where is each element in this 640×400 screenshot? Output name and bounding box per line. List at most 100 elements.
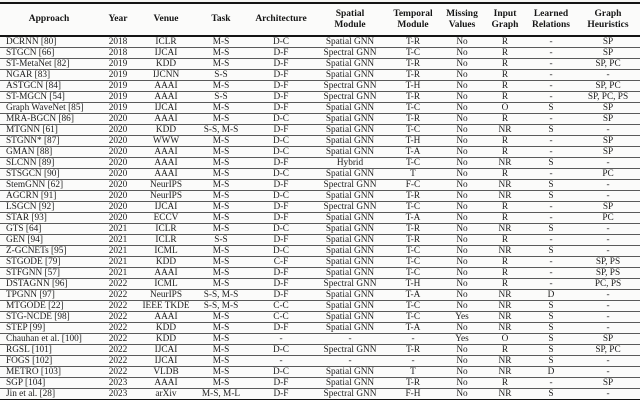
table-cell: IJCAI (138, 47, 194, 59)
table-cell: M-S (194, 278, 248, 290)
table-cell: D-F (248, 234, 314, 246)
table-cell: SP (576, 102, 640, 114)
table-cell: S (526, 190, 576, 202)
table-cell: T-R (386, 377, 440, 389)
approach-cell: STGODE [79] (0, 256, 98, 268)
approach-cell: GEN [94] (0, 234, 98, 246)
table-cell: Spatial GNN (314, 212, 386, 224)
table-cell: T-C (386, 102, 440, 114)
table-cell: SP (576, 201, 640, 213)
approach-cell: MTGNN [61] (0, 124, 98, 136)
table-cell: - (526, 234, 576, 246)
table-cell: AAAI (138, 267, 194, 279)
table-row: STAR [93] 2020 ECCV M-S D-F Spatial GNN T-A No R… (0, 212, 640, 224)
table-cell: 2022 (98, 355, 138, 367)
table-cell: PC (576, 212, 640, 224)
approach-cell: STSGCN [90] (0, 168, 98, 180)
table-cell: 2020 (98, 113, 138, 125)
table-cell: No (456, 37, 468, 47)
table-cell: D-F (248, 102, 314, 114)
table-cell: 2020 (98, 190, 138, 202)
table-cell: Spatial GNN (314, 256, 386, 268)
table-cell: D-F (248, 289, 314, 301)
table-cell: 2020 (98, 168, 138, 180)
table-cell: T-R (386, 91, 440, 103)
table-cell: M-S (194, 212, 248, 224)
table-cell: 2020 (98, 135, 138, 147)
table-row: LSGCN [92] 2020 IJCAI M-S D-F Spectral GNN T-C… (0, 201, 640, 213)
table-cell: 2020 (98, 146, 138, 158)
table-cell: M-S (194, 135, 248, 147)
table-cell: - (576, 179, 640, 191)
table-cell: 2021 (98, 256, 138, 268)
column-header-input-graph: Input Graph (484, 3, 526, 37)
table-cell: 2023 (98, 388, 138, 400)
table-cell: Spatial GNN (314, 58, 386, 70)
table-cell: 2022 (98, 322, 138, 334)
table-cell: S (526, 311, 576, 323)
table-cell: NR (484, 300, 526, 312)
table-cell: D-C (248, 168, 314, 180)
table-row: MRA-BGCN [86] 2020 AAAI M-S D-C Spatial GNN T-… (0, 113, 640, 125)
table-cell: D-F (248, 58, 314, 70)
column-header-year: Year (98, 3, 138, 37)
table-row: Chauhan et al. [100] 2022 KDD M-S - - - Yes O S SP (0, 333, 640, 345)
table-cell: 2021 (98, 245, 138, 257)
table-cell: No (440, 124, 484, 136)
table-cell: KDD (138, 333, 194, 345)
table-cell: - (576, 157, 640, 169)
column-header-approach: Approach (0, 3, 98, 37)
table-cell: T-H (386, 135, 440, 147)
table-cell: - (526, 113, 576, 125)
table-cell: M-S, M-L (194, 388, 248, 400)
table-cell: T-R (386, 344, 440, 356)
table-cell: D-F (248, 267, 314, 279)
table-cell: 2023 (98, 377, 138, 389)
table-cell: No (440, 278, 484, 290)
table-row: SLCNN [89] 2020 AAAI M-S D-F Hybrid T-C No NR S - (0, 157, 640, 169)
column-header-graph-heuristics: Graph Heuristics (576, 3, 640, 37)
table-cell: No (440, 146, 484, 158)
table-cell: M-S (194, 58, 248, 70)
approach-cell: LSGCN [92] (0, 201, 98, 213)
table-row: MTGNN [61] 2020 KDD S-S, M-S D-F Spatial GNN T… (0, 124, 640, 136)
table-row: NGAR [83] 2019 IJCNN S-S D-F Spatial GNN T-R No… (0, 69, 640, 81)
approach-cell: Graph WaveNet [85] (0, 102, 98, 114)
table-cell: - (526, 58, 576, 70)
table-cell: No (440, 300, 484, 312)
table-cell: M-S (194, 102, 248, 114)
table-cell: - (526, 135, 576, 147)
column-header-spatial-module: Spatial Module (314, 3, 386, 37)
table-cell: R (484, 267, 526, 279)
approach-cell: ASTGCN [84] (0, 80, 98, 92)
table-cell: R (484, 47, 526, 59)
table-cell: R (484, 212, 526, 224)
table-cell: IJCAI (138, 355, 194, 367)
table-cell: T-C (386, 245, 440, 257)
table-cell: T-A (386, 212, 440, 224)
table-cell: IJCNN (138, 69, 194, 81)
table-cell: - (526, 168, 576, 180)
table-cell: PC (576, 168, 640, 180)
table-cell: AAAI (138, 311, 194, 323)
table-cell: T-A (386, 146, 440, 158)
table-cell: M-S (194, 355, 248, 367)
table-cell: S (526, 157, 576, 169)
table-cell: 2018 (98, 47, 138, 59)
table-cell: M-S (194, 245, 248, 257)
table-cell: No (440, 80, 484, 92)
table-cell: D-F (248, 80, 314, 92)
table-cell: NR (484, 322, 526, 334)
table-cell: R (484, 201, 526, 213)
table-row: DCRNN [80] 2018 ICLR M-S D-C Spatial GNN T-R No… (0, 36, 640, 48)
table-row: ST-MGCN [54] 2019 AAAI S-S D-F Spectral GNN T-… (0, 91, 640, 103)
table-cell: Spectral GNN (314, 388, 386, 400)
table-cell: 2020 (98, 212, 138, 224)
table-cell: No (440, 377, 484, 389)
table-cell: NR (484, 355, 526, 367)
table-cell: R (484, 58, 526, 70)
table-cell: Spatial GNN (314, 289, 386, 301)
table-cell: D-C (248, 190, 314, 202)
table-cell: R (484, 146, 526, 158)
table-cell: Spatial GNN (314, 69, 386, 81)
